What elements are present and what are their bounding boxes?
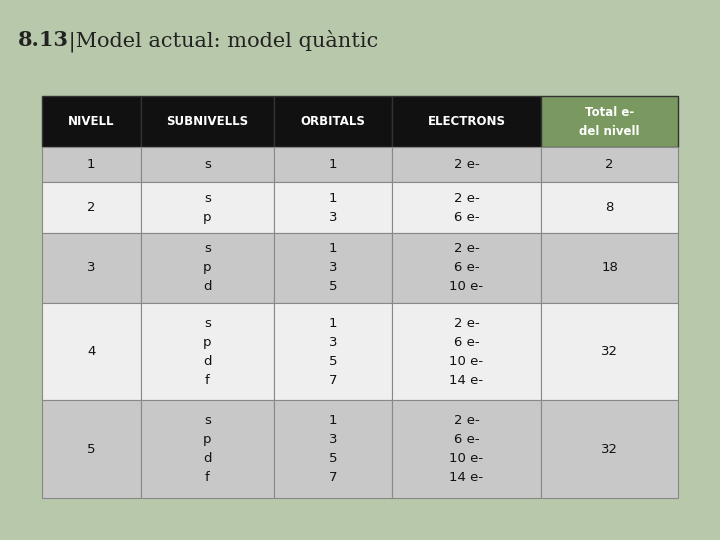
Bar — [140, 303, 274, 400]
Bar — [274, 233, 392, 303]
Text: s
p: s p — [203, 192, 212, 224]
Bar — [274, 400, 392, 498]
Bar — [392, 96, 541, 147]
Text: 8: 8 — [606, 201, 614, 214]
Text: 2 e-
6 e-
10 e-
14 e-: 2 e- 6 e- 10 e- 14 e- — [449, 414, 484, 484]
Text: 8.13: 8.13 — [18, 30, 69, 50]
Text: 2 e-
6 e-
10 e-
14 e-: 2 e- 6 e- 10 e- 14 e- — [449, 316, 484, 387]
Text: 1
3
5: 1 3 5 — [329, 242, 337, 293]
Text: 2: 2 — [606, 158, 614, 171]
Text: ELECTRONS: ELECTRONS — [428, 115, 505, 128]
Bar — [42, 233, 140, 303]
Text: |Model actual: model quàntic: |Model actual: model quàntic — [62, 30, 378, 52]
Text: Total e-
del nivell: Total e- del nivell — [580, 105, 640, 138]
Bar — [392, 303, 541, 400]
Text: 2 e-
6 e-
10 e-: 2 e- 6 e- 10 e- — [449, 242, 484, 293]
Bar — [392, 400, 541, 498]
Text: 4: 4 — [87, 345, 96, 358]
Bar — [274, 96, 392, 147]
Bar — [140, 182, 274, 233]
Text: SUBNIVELLS: SUBNIVELLS — [166, 115, 248, 128]
Text: 1: 1 — [329, 158, 337, 171]
Bar — [274, 147, 392, 182]
Text: s: s — [204, 158, 211, 171]
Bar — [42, 303, 140, 400]
Text: 32: 32 — [601, 345, 618, 358]
Bar — [140, 233, 274, 303]
Bar — [541, 96, 678, 147]
Text: 32: 32 — [601, 443, 618, 456]
Text: 2: 2 — [87, 201, 96, 214]
Text: 1
3: 1 3 — [329, 192, 337, 224]
Bar — [42, 400, 140, 498]
Bar — [42, 96, 140, 147]
Text: 5: 5 — [87, 443, 96, 456]
Bar — [140, 147, 274, 182]
Text: 18: 18 — [601, 261, 618, 274]
Bar — [274, 182, 392, 233]
Bar — [392, 182, 541, 233]
Text: 1
3
5
7: 1 3 5 7 — [329, 414, 337, 484]
Bar — [541, 400, 678, 498]
Text: 2 e-
6 e-: 2 e- 6 e- — [454, 192, 480, 224]
Bar — [42, 147, 140, 182]
Text: 3: 3 — [87, 261, 96, 274]
Bar — [392, 233, 541, 303]
Text: 1: 1 — [87, 158, 96, 171]
Bar — [541, 182, 678, 233]
Bar — [274, 303, 392, 400]
Text: s
p
d: s p d — [203, 242, 212, 293]
Text: s
p
d
f: s p d f — [203, 414, 212, 484]
Bar — [392, 147, 541, 182]
Text: 1
3
5
7: 1 3 5 7 — [329, 316, 337, 387]
Bar — [541, 303, 678, 400]
Text: NIVELL: NIVELL — [68, 115, 114, 128]
Text: s
p
d
f: s p d f — [203, 316, 212, 387]
Text: ORBITALS: ORBITALS — [300, 115, 366, 128]
Bar — [140, 96, 274, 147]
Bar — [541, 233, 678, 303]
Bar — [541, 147, 678, 182]
Bar — [140, 400, 274, 498]
Bar — [42, 182, 140, 233]
Text: 2 e-: 2 e- — [454, 158, 480, 171]
